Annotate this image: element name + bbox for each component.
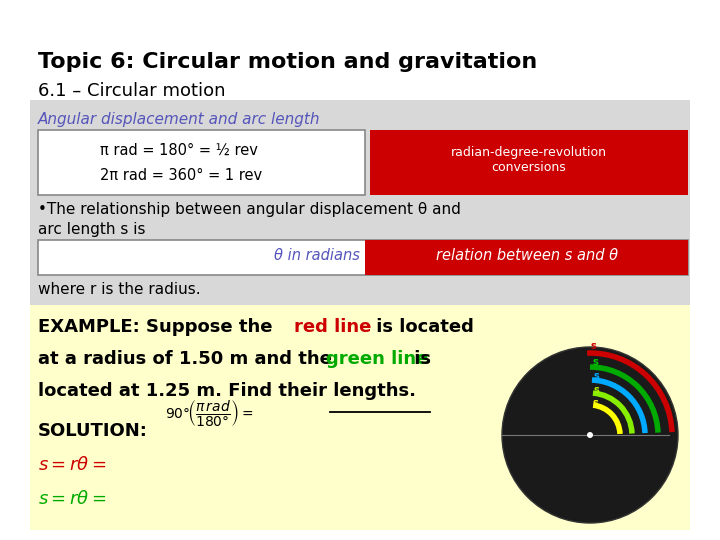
Text: θ in radians: θ in radians — [274, 247, 360, 262]
Text: s: s — [593, 398, 598, 408]
Bar — [365, 240, 688, 275]
Text: radian-degree-revolution
conversions: radian-degree-revolution conversions — [451, 146, 607, 174]
Text: 6.1 – Circular motion: 6.1 – Circular motion — [38, 82, 225, 100]
Text: s: s — [593, 385, 599, 395]
Text: s: s — [593, 357, 598, 367]
Text: SOLUTION:: SOLUTION: — [38, 422, 148, 440]
Bar — [30, 305, 690, 530]
Text: located at 1.25 m. Find their lengths.: located at 1.25 m. Find their lengths. — [38, 382, 416, 400]
Text: red line: red line — [294, 318, 372, 336]
Circle shape — [502, 347, 678, 523]
Circle shape — [587, 432, 593, 438]
Text: 2π rad = 360° = 1 rev: 2π rad = 360° = 1 rev — [100, 168, 262, 183]
Text: π rad = 180° = ½ rev: π rad = 180° = ½ rev — [100, 143, 258, 158]
Text: Angular displacement and arc length: Angular displacement and arc length — [38, 112, 320, 127]
Text: $s = r\theta =$: $s = r\theta =$ — [38, 490, 107, 508]
Bar — [38, 240, 688, 275]
Bar — [30, 100, 690, 320]
Text: where r is the radius.: where r is the radius. — [38, 282, 201, 297]
Bar — [38, 130, 365, 195]
Text: EXAMPLE: Suppose the: EXAMPLE: Suppose the — [38, 318, 279, 336]
Text: relation between s and θ: relation between s and θ — [436, 247, 618, 262]
Text: arc length s is: arc length s is — [38, 222, 145, 237]
Text: green line: green line — [326, 350, 428, 368]
Text: s: s — [593, 371, 599, 381]
Text: $90°\!\left(\dfrac{\pi\,rad}{180°}\right) =$: $90°\!\left(\dfrac{\pi\,rad}{180°}\right… — [165, 398, 253, 428]
Text: is: is — [408, 350, 431, 368]
Text: at a radius of 1.50 m and the: at a radius of 1.50 m and the — [38, 350, 338, 368]
Text: is located: is located — [370, 318, 474, 336]
Text: •The relationship between angular displacement θ and: •The relationship between angular displa… — [38, 202, 461, 217]
Text: $s = r\theta =$: $s = r\theta =$ — [38, 456, 107, 474]
Text: Topic 6: Circular motion and gravitation: Topic 6: Circular motion and gravitation — [38, 52, 537, 72]
Bar — [370, 130, 688, 195]
Text: s: s — [590, 341, 596, 352]
